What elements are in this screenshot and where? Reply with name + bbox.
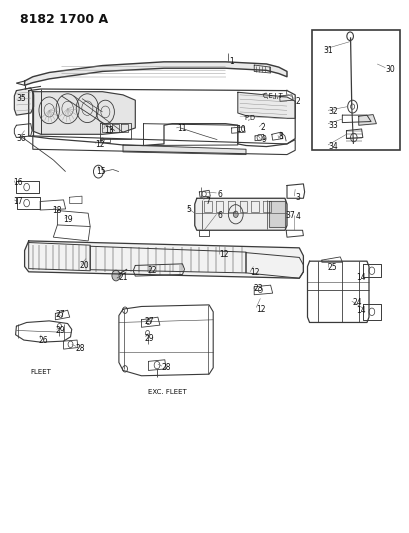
Text: 31: 31 — [323, 46, 333, 55]
Polygon shape — [14, 88, 34, 115]
Text: 24: 24 — [352, 298, 361, 306]
Text: 12: 12 — [249, 269, 259, 277]
Text: 34: 34 — [327, 142, 337, 151]
Text: 4: 4 — [294, 213, 299, 221]
Text: 8: 8 — [278, 133, 283, 141]
Text: 2: 2 — [260, 124, 265, 132]
Circle shape — [233, 211, 238, 217]
Text: 12: 12 — [219, 251, 228, 259]
Polygon shape — [358, 115, 375, 125]
Text: 27: 27 — [55, 310, 65, 319]
Bar — [311, 30, 399, 150]
Text: 13: 13 — [103, 126, 113, 135]
Text: 25: 25 — [327, 263, 337, 272]
Text: 8182 1700 A: 8182 1700 A — [20, 13, 108, 26]
Text: 35: 35 — [16, 94, 26, 103]
Text: 22: 22 — [147, 266, 157, 274]
Text: C,E,J,T: C,E,J,T — [262, 93, 283, 99]
Text: 29: 29 — [55, 326, 65, 335]
Text: 28: 28 — [161, 364, 170, 372]
Text: 1: 1 — [229, 57, 234, 66]
Circle shape — [346, 32, 353, 41]
Text: 7: 7 — [204, 197, 209, 206]
Text: 33: 33 — [327, 121, 337, 130]
Text: 15: 15 — [96, 167, 106, 176]
Text: 12: 12 — [256, 305, 265, 313]
Text: 19: 19 — [63, 215, 73, 224]
Text: 2: 2 — [294, 97, 299, 106]
Text: 10: 10 — [236, 125, 245, 134]
Text: 6: 6 — [217, 212, 222, 220]
Text: 26: 26 — [39, 336, 48, 344]
Text: 21: 21 — [118, 273, 127, 281]
Polygon shape — [237, 92, 294, 118]
Text: 6: 6 — [217, 190, 222, 199]
Text: 14: 14 — [356, 306, 365, 314]
Polygon shape — [33, 92, 135, 134]
Text: 11: 11 — [177, 125, 186, 133]
Text: FLEET: FLEET — [31, 368, 52, 375]
Text: 5: 5 — [186, 205, 191, 214]
Text: P,D: P,D — [244, 115, 255, 122]
Text: 3: 3 — [294, 193, 299, 201]
Text: 28: 28 — [75, 344, 84, 352]
Text: 18: 18 — [52, 206, 62, 214]
Text: 32: 32 — [327, 108, 337, 116]
Text: 9: 9 — [261, 135, 265, 144]
Text: 14: 14 — [356, 273, 365, 281]
Text: 37: 37 — [284, 212, 294, 220]
Polygon shape — [268, 201, 284, 227]
Circle shape — [112, 270, 120, 281]
Text: 27: 27 — [144, 317, 153, 326]
Polygon shape — [25, 241, 303, 278]
Text: 16: 16 — [13, 178, 22, 187]
Polygon shape — [25, 62, 286, 85]
Text: 29: 29 — [144, 334, 153, 343]
Text: 36: 36 — [16, 134, 26, 143]
Text: 17: 17 — [13, 197, 22, 206]
Text: 30: 30 — [384, 65, 394, 74]
Text: 12: 12 — [95, 141, 105, 149]
Text: 23: 23 — [253, 285, 262, 293]
Text: 20: 20 — [80, 261, 89, 270]
Polygon shape — [194, 198, 286, 230]
Polygon shape — [123, 145, 245, 155]
Text: EXC. FLEET: EXC. FLEET — [148, 389, 187, 395]
